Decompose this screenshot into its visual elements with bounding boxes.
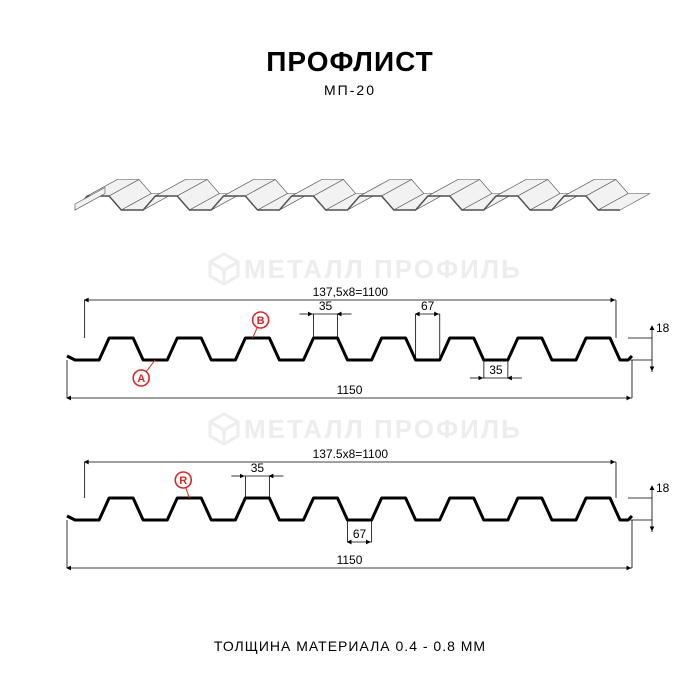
iso-endcap: [75, 188, 105, 211]
watermark: МЕТАЛЛ ПРОФИЛЬ: [210, 414, 522, 444]
watermark: МЕТАЛЛ ПРОФИЛЬ: [210, 254, 522, 284]
dimension: 1150: [67, 520, 632, 568]
marker-b: B: [253, 312, 269, 338]
dimension: 18: [628, 481, 670, 532]
dimension: 18: [628, 321, 670, 372]
svg-text:35: 35: [489, 363, 503, 377]
svg-text:18: 18: [656, 321, 670, 335]
marker-a: A: [133, 360, 155, 386]
svg-text:1150: 1150: [337, 383, 363, 397]
svg-text:67: 67: [353, 527, 367, 541]
svg-text:МЕТАЛЛ ПРОФИЛЬ: МЕТАЛЛ ПРОФИЛЬ: [244, 254, 522, 284]
dimension: 35: [300, 299, 352, 338]
svg-text:35: 35: [251, 461, 265, 475]
svg-text:A: A: [137, 373, 145, 385]
svg-text:R: R: [179, 475, 187, 487]
svg-text:B: B: [257, 315, 265, 327]
svg-text:67: 67: [421, 299, 435, 313]
dimension: 67: [348, 520, 372, 542]
dimension: 137,5x8=1100: [85, 285, 616, 338]
dimension: 35: [470, 360, 522, 378]
svg-text:137.5x8=1100: 137.5x8=1100: [313, 447, 389, 461]
profile-section-1: [67, 338, 632, 360]
technical-drawing: МЕТАЛЛ ПРОФИЛЬМЕТАЛЛ ПРОФИЛЬ137,5x8=1100…: [0, 0, 700, 700]
svg-text:18: 18: [656, 481, 670, 495]
profile-section-2: [67, 498, 632, 520]
dimension: 35: [231, 461, 283, 498]
marker-r: R: [175, 472, 191, 498]
svg-text:137,5x8=1100: 137,5x8=1100: [313, 285, 389, 299]
dimension: 1150: [67, 360, 632, 398]
svg-text:35: 35: [319, 299, 333, 313]
dimension: 67: [416, 299, 440, 360]
svg-text:МЕТАЛЛ ПРОФИЛЬ: МЕТАЛЛ ПРОФИЛЬ: [244, 414, 522, 444]
svg-text:1150: 1150: [337, 553, 363, 567]
dimension: 137.5x8=1100: [85, 447, 616, 498]
